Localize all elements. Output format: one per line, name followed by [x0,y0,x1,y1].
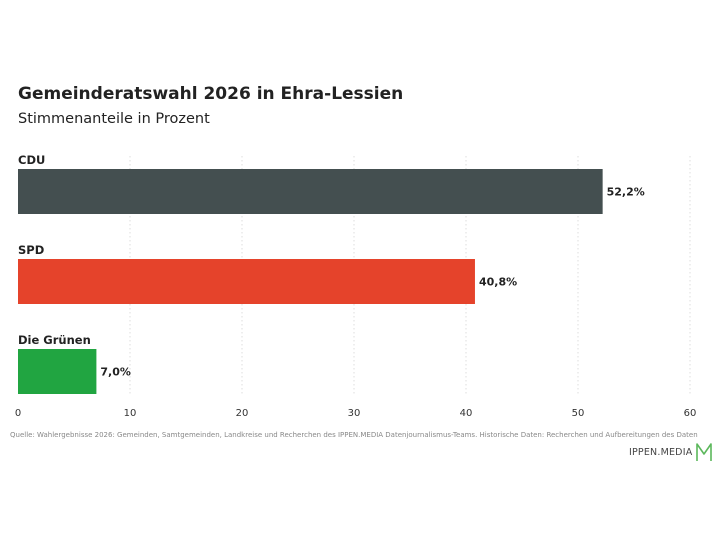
x-tick-label: 0 [15,408,21,419]
brand-name: IPPEN.MEDIA [629,446,693,458]
source-note: Quelle: Wahlergebnisse 2026: Gemeinden, … [10,431,698,439]
chart-subtitle: Stimmenanteile in Prozent [18,111,210,127]
x-tick-label: 10 [124,408,137,419]
bar [18,169,603,214]
chart-title: Gemeinderatswahl 2026 in Ehra-Lessien [18,84,404,104]
ippen-media-m-logo-icon [696,443,713,461]
category-label: CDU [18,153,45,167]
bar [18,349,97,394]
data-label: 40,8% [479,276,517,289]
x-tick-label: 40 [460,408,473,419]
category-label: Die Grünen [18,333,91,347]
x-tick-label: 30 [348,408,361,419]
x-tick-label: 20 [236,408,249,419]
x-tick-label: 50 [572,408,585,419]
bar-chart: CDU 52,2% SPD 40,8% Die Grünen 7,0% 0 10 20 30 40 5… [15,153,697,419]
brand: IPPEN.MEDIA [629,442,713,462]
category-label: SPD [18,243,44,257]
data-label: 7,0% [100,366,131,379]
bar [18,259,475,304]
data-label: 52,2% [607,186,645,199]
x-tick-label: 60 [684,408,697,419]
